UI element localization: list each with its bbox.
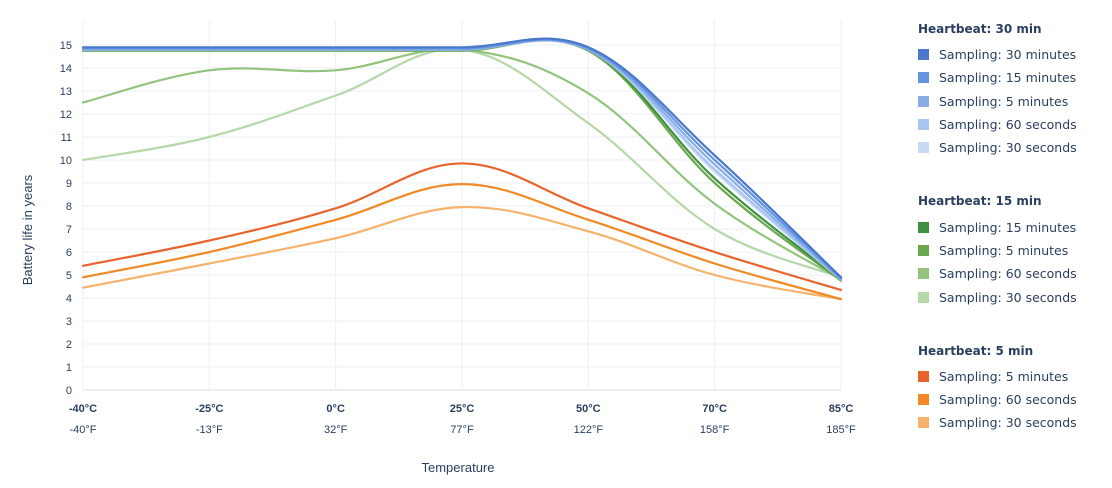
legend-group-title: Heartbeat: 15 min [918,194,1042,209]
legend-label: Sampling: 60 seconds [939,266,1077,282]
x-axis-label: Temperature [422,460,495,475]
y-tick-label: 0 [66,385,72,397]
legend-swatch [918,244,929,256]
legend-item[interactable]: Sampling: 30 seconds [918,411,1108,434]
legend-group: Heartbeat: 30 min Sampling: 30 minutes Sam… [918,20,1108,159]
legend-swatch [918,291,929,303]
legend-label: Sampling: 30 minutes [939,47,1077,63]
legend-item[interactable]: Sampling: 60 seconds [918,262,1108,285]
legend-label: Sampling: 60 seconds [939,117,1077,133]
legend: Heartbeat: 30 min Sampling: 30 minutes Sam… [918,20,1108,435]
legend-label: Sampling: 5 minutes [939,242,1069,258]
legend-label: Sampling: 15 minutes [939,219,1077,235]
x-tick-label-fahrenheit: -13°F [196,424,223,436]
x-tick-label-celsius: 50°C [576,403,601,415]
legend-label: Sampling: 30 seconds [939,140,1077,156]
legend-item[interactable]: Sampling: 15 minutes [918,215,1108,238]
series-line-g2-s1[interactable] [81,183,843,301]
x-tick-label-celsius: 85°C [829,403,854,415]
x-tick-label-celsius: 25°C [450,403,475,415]
y-tick-label: 12 [60,109,72,121]
legend-label: Sampling: 5 minutes [939,368,1069,384]
x-tick-label-fahrenheit: -40°F [69,424,96,436]
legend-label: Sampling: 30 seconds [939,415,1077,431]
y-tick-label: 3 [66,316,72,328]
legend-swatch [918,119,929,131]
legend-item[interactable]: Sampling: 60 seconds [918,388,1108,411]
legend-group-title: Heartbeat: 5 min [918,343,1034,358]
legend-swatch [918,370,929,382]
legend-group: Heartbeat: 15 min Sampling: 15 minutes Sam… [918,192,1108,308]
x-tick-label-fahrenheit: 32°F [324,424,348,436]
y-tick-label: 14 [60,63,72,75]
legend-swatch [918,417,929,429]
grid-lines [82,20,842,391]
legend-label: Sampling: 5 minutes [939,93,1069,109]
legend-swatch [918,268,929,280]
series-lines [81,37,843,301]
legend-group-title: Heartbeat: 30 min [918,22,1042,36]
y-tick-label: 11 [61,132,72,144]
x-tick-label-celsius: -25°C [195,403,223,415]
legend-label: Sampling: 30 seconds [939,289,1077,305]
legend-swatch [918,95,929,107]
x-tick-label-celsius: 70°C [702,403,727,415]
legend-label: Sampling: 60 seconds [939,392,1077,408]
y-tick-label: 5 [66,270,72,282]
series-line-g0-s0[interactable] [81,37,843,279]
legend-swatch [918,394,929,406]
legend-swatch [918,221,929,233]
legend-swatch [918,142,929,154]
series-line-g2-s0[interactable] [81,162,843,292]
legend-group: Heartbeat: 5 min Sampling: 5 minutes Sampl… [918,342,1108,435]
legend-item[interactable]: Sampling: 15 minutes [918,66,1108,89]
series-line-g2-s2[interactable] [81,206,843,301]
y-axis-label: Battery life in years [20,174,35,285]
legend-item[interactable]: Sampling: 5 minutes [918,365,1108,388]
x-tick-label-fahrenheit: 77°F [450,424,474,436]
y-tick-label: 6 [66,247,72,259]
y-tick-label: 13 [60,86,72,98]
legend-label: Sampling: 15 minutes [939,70,1077,86]
x-tick-label-fahrenheit: 122°F [574,424,604,436]
x-tick-label-celsius: -40°C [69,403,97,415]
y-tick-label: 9 [66,178,72,190]
x-tick-label-fahrenheit: 158°F [700,424,730,436]
y-tick-label: 4 [66,293,72,305]
legend-item[interactable]: Sampling: 5 minutes [918,90,1108,113]
legend-item[interactable]: Sampling: 30 minutes [918,43,1108,66]
series-line-g0-s2[interactable] [81,39,843,281]
y-tick-label: 2 [66,339,72,351]
legend-item[interactable]: Sampling: 30 seconds [918,136,1108,159]
legend-item[interactable]: Sampling: 30 seconds [918,285,1108,308]
legend-swatch [918,49,929,61]
legend-item[interactable]: Sampling: 60 seconds [918,113,1108,136]
legend-swatch [918,72,929,84]
y-tick-label: 10 [60,155,72,167]
x-axis-ticks: -40°C -40°F -25°C -13°F 0°C 32°F 25°C 77°F 50°C 1… [69,403,856,436]
series-line-g0-s1[interactable] [81,38,843,280]
y-tick-label: 8 [66,201,72,213]
x-tick-label-celsius: 0°C [326,403,345,415]
y-tick-label: 1 [66,362,72,374]
x-tick-label-fahrenheit: 185°F [826,424,856,436]
y-tick-label: 7 [66,224,72,236]
legend-item[interactable]: Sampling: 5 minutes [918,239,1108,262]
y-tick-label: 15 [60,40,72,52]
